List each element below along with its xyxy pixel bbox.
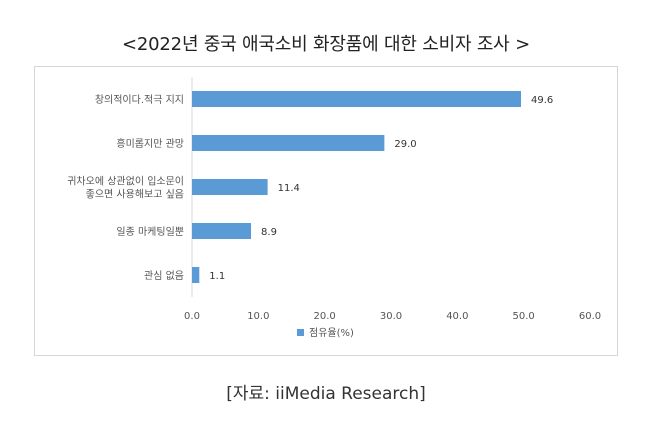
legend-swatch <box>297 329 304 336</box>
data-label: 49.6 <box>531 95 553 106</box>
x-tick-label: 60.0 <box>579 311 601 322</box>
chart-title: <2022년 중국 애국소비 화장품에 대한 소비자 조사 > <box>122 34 530 55</box>
legend-label: 점유율(%) <box>309 327 354 339</box>
bar <box>192 267 200 283</box>
data-label: 1.1 <box>209 271 225 282</box>
data-label: 11.4 <box>278 183 300 194</box>
category-label: 관심 없음 <box>144 269 184 282</box>
data-label: 29.0 <box>394 139 416 150</box>
category-label: 귀차오에 상관없이 입소문이 <box>67 175 184 188</box>
bar <box>192 179 268 195</box>
bar <box>192 223 252 239</box>
bar <box>192 135 385 151</box>
x-tick-label: 10.0 <box>247 311 269 322</box>
x-tick-label: 0.0 <box>184 311 200 322</box>
source-caption: [자료: iiMedia Research] <box>226 384 426 404</box>
x-tick-label: 20.0 <box>314 311 336 322</box>
category-label: 일종 마케팅일뿐 <box>116 226 184 238</box>
bar-chart: 49.6 창의적이다.적극 지지 29.0 흥미롭지만 관망 11.4 귀차오에 상관없이… <box>67 77 601 339</box>
x-tick-label: 30.0 <box>380 311 402 322</box>
bar <box>192 91 522 107</box>
category-label: 창의적이다.적극 지지 <box>95 94 184 106</box>
data-label: 8.9 <box>261 227 277 238</box>
x-tick-label: 50.0 <box>513 311 535 322</box>
category-label: 흥미롭지만 관망 <box>116 137 184 150</box>
category-label: 좋으면 사용해보고 싶음 <box>86 188 184 201</box>
x-tick-label: 40.0 <box>446 311 468 322</box>
chart-area: 49.6 창의적이다.적극 지지 29.0 흥미롭지만 관망 11.4 귀차오에 상관없이… <box>34 66 618 356</box>
